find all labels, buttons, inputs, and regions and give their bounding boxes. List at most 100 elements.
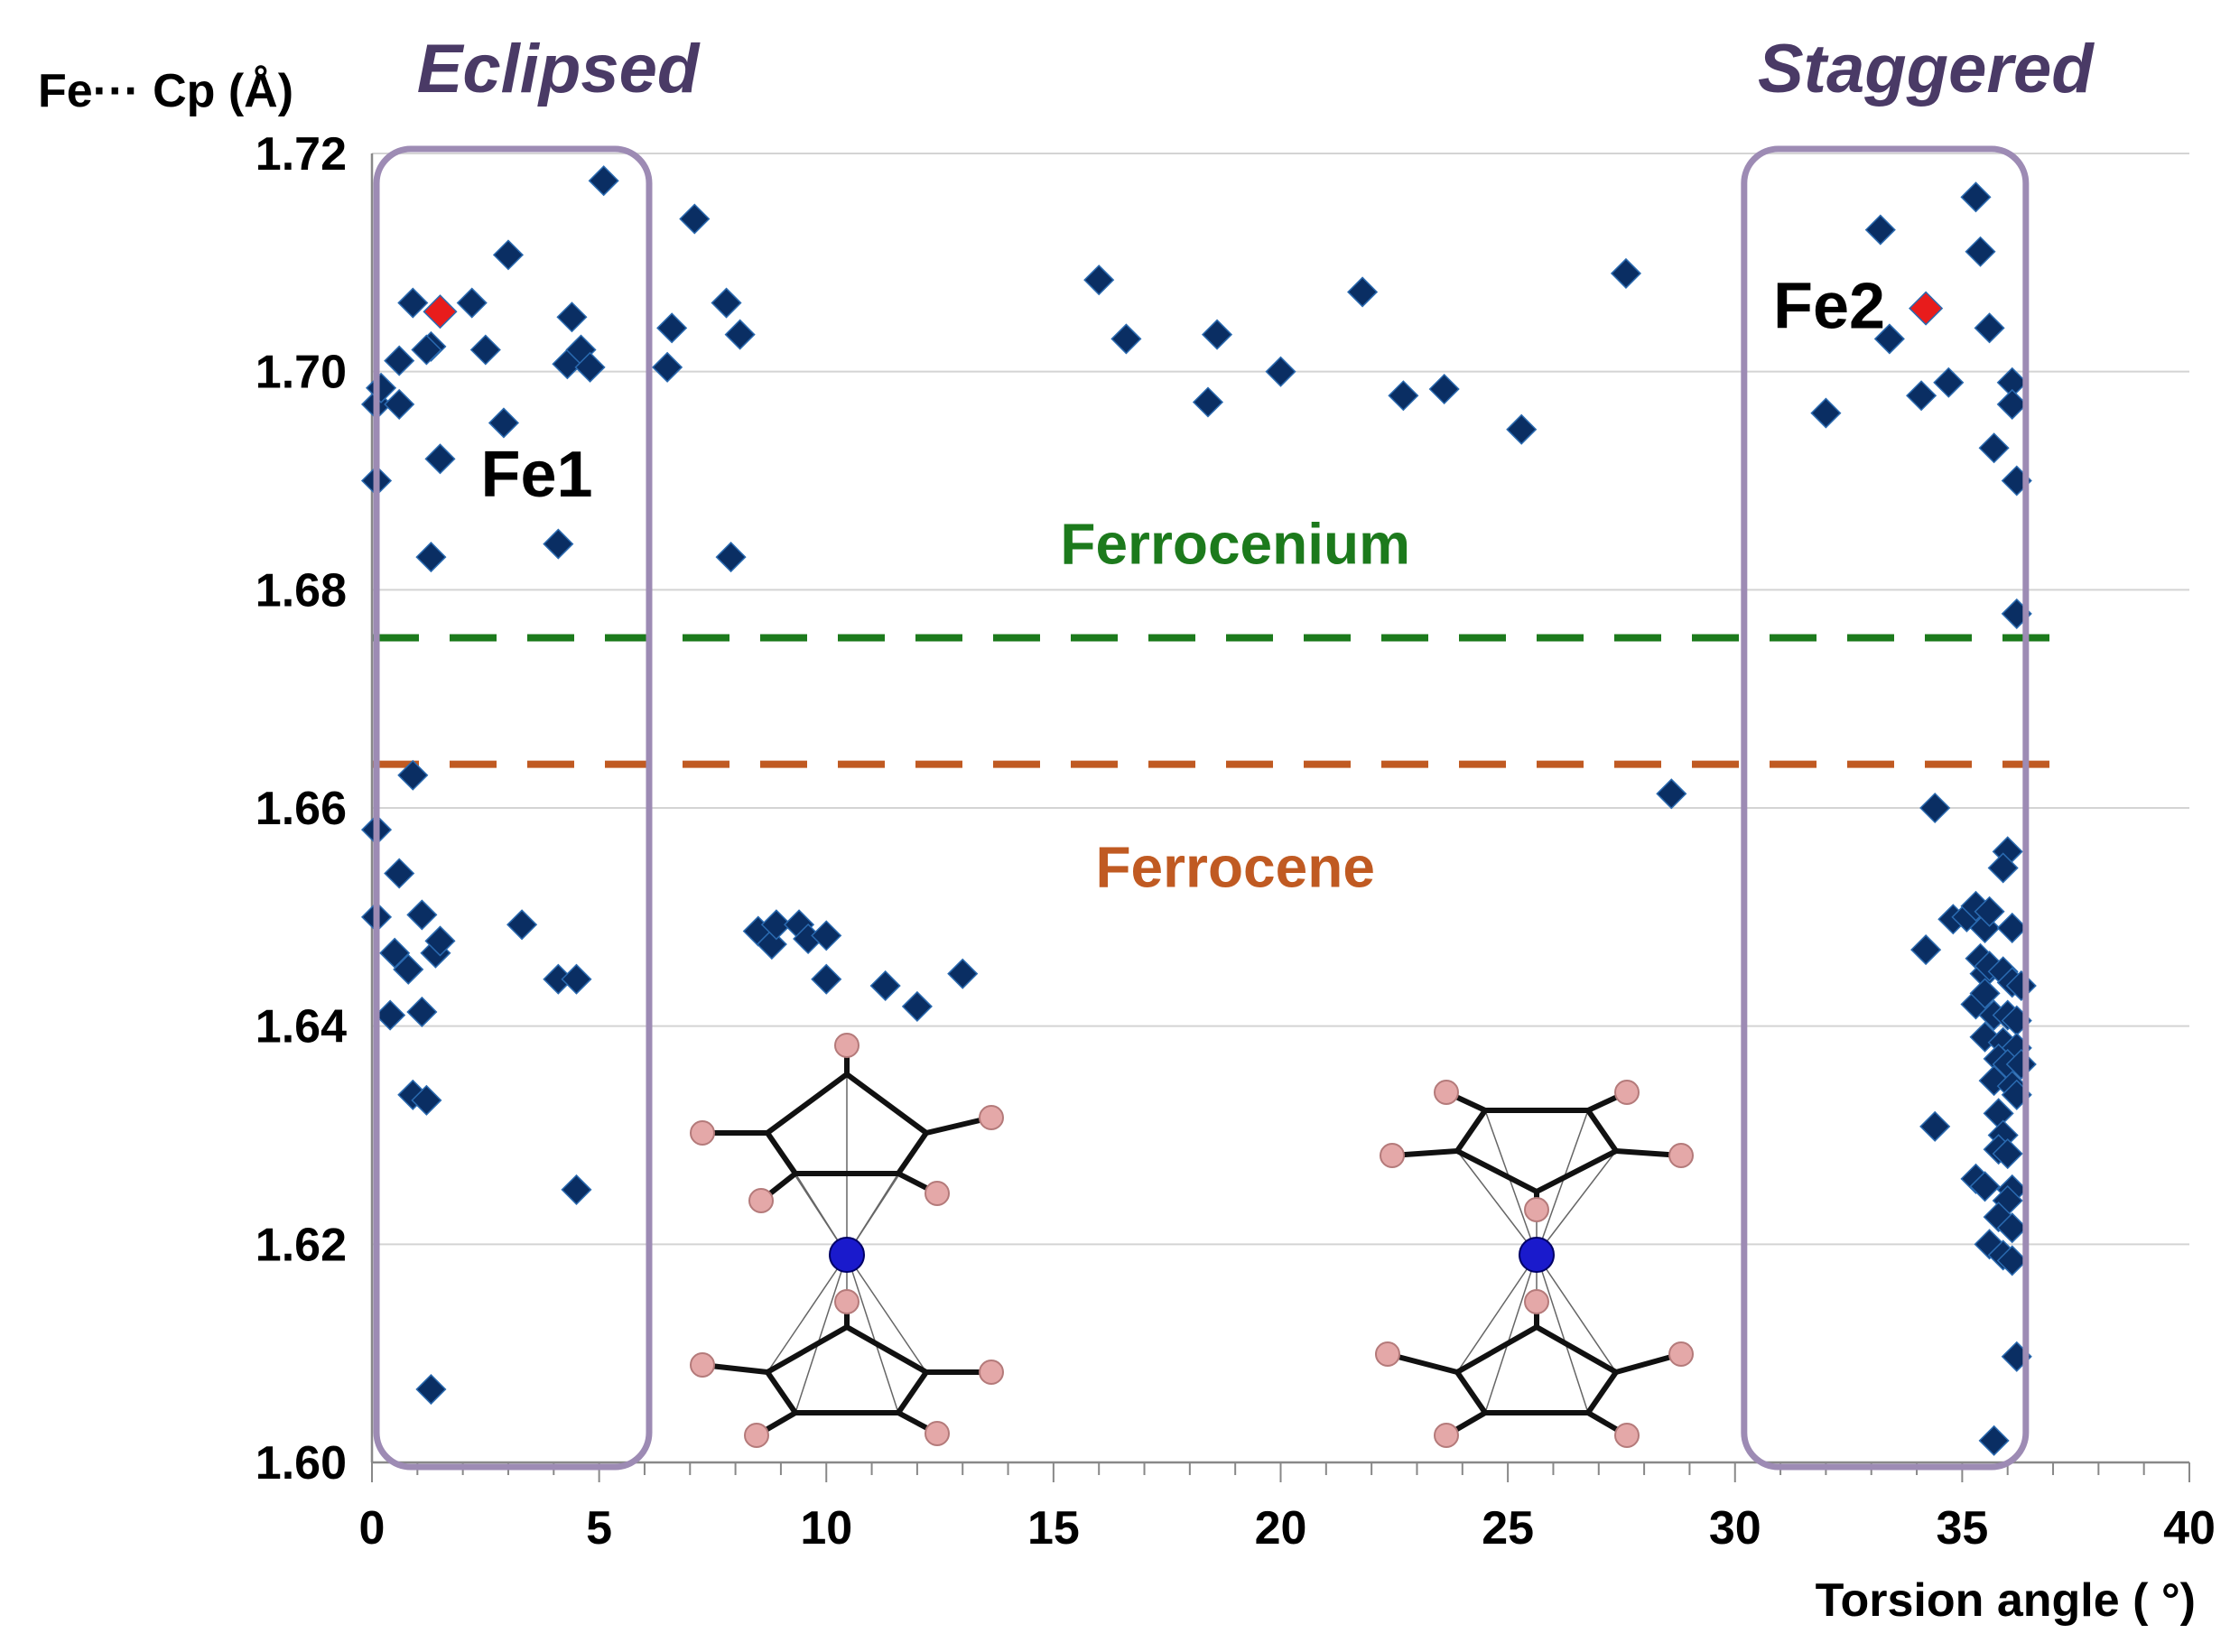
data-point bbox=[574, 351, 606, 383]
x-tick-label: 30 bbox=[1709, 1502, 1761, 1555]
data-point bbox=[1864, 214, 1896, 246]
reference-lines-layer: Ferrocenium Ferrocene bbox=[372, 512, 2072, 900]
data-point bbox=[561, 963, 592, 995]
data-point bbox=[1265, 356, 1296, 387]
data-point bbox=[1919, 1110, 1951, 1142]
x-tick-label: 5 bbox=[586, 1502, 612, 1555]
data-point bbox=[1974, 896, 2005, 927]
data-point bbox=[424, 443, 456, 475]
data-point bbox=[811, 920, 842, 951]
data-point bbox=[1978, 1425, 2010, 1456]
data-point bbox=[406, 996, 438, 1028]
data-point bbox=[406, 899, 438, 931]
data-point bbox=[1083, 265, 1115, 296]
region-box-eclipsed bbox=[373, 145, 653, 1471]
data-point bbox=[1110, 323, 1142, 355]
data-point bbox=[1969, 978, 2001, 1009]
data-point bbox=[588, 165, 619, 197]
x-tick-label: 0 bbox=[359, 1502, 386, 1555]
y-axis-title: Fe··· Cp (Å) bbox=[38, 65, 293, 117]
data-point bbox=[1873, 323, 1905, 355]
data-point bbox=[1978, 432, 2010, 464]
data-point bbox=[869, 970, 901, 1002]
data-point bbox=[724, 319, 756, 350]
y-tick-label: 1.72 bbox=[256, 128, 347, 181]
data-point bbox=[901, 990, 933, 1022]
data-point bbox=[715, 542, 747, 573]
y-tick-label: 1.64 bbox=[256, 1001, 347, 1053]
data-point bbox=[393, 953, 424, 985]
data-point bbox=[469, 334, 501, 366]
data-point bbox=[424, 925, 456, 957]
highlight-label-fe1: Fe1 bbox=[480, 439, 592, 511]
data-point bbox=[1996, 912, 2028, 943]
data-point bbox=[397, 759, 429, 791]
data-point bbox=[1996, 1245, 2028, 1276]
grid-layer bbox=[372, 153, 2189, 1246]
data-point bbox=[415, 1373, 447, 1406]
data-point bbox=[656, 312, 688, 344]
x-tick-label: 10 bbox=[800, 1502, 852, 1555]
data-point bbox=[1960, 181, 1992, 213]
data-point bbox=[456, 287, 488, 319]
data-point bbox=[556, 302, 588, 333]
data-point bbox=[506, 909, 538, 941]
data-point bbox=[1906, 380, 1937, 412]
data-point bbox=[947, 958, 979, 989]
data-point bbox=[415, 542, 447, 573]
x-tick-label: 35 bbox=[1936, 1502, 1988, 1555]
x-tick-label: 20 bbox=[1255, 1502, 1307, 1555]
data-point bbox=[1992, 1137, 2023, 1170]
reference-label-ferrocenium: Ferrocenium bbox=[1060, 512, 1410, 577]
data-point bbox=[711, 287, 742, 319]
data-point bbox=[1996, 1212, 2028, 1244]
data-point bbox=[1610, 257, 1642, 289]
data-point bbox=[1910, 934, 1942, 966]
data-point bbox=[1347, 276, 1379, 308]
highlight-point-fe1 bbox=[423, 294, 458, 329]
data-point bbox=[811, 963, 842, 995]
data-point bbox=[492, 239, 525, 271]
labels-layer: Fe··· Cp (Å) Torsion angle ( °) bbox=[38, 65, 2196, 1627]
y-tick-label: 1.66 bbox=[256, 783, 347, 835]
data-point bbox=[760, 909, 792, 941]
eclipsed-ferrocene-molecule bbox=[690, 1033, 1004, 1448]
data-point bbox=[397, 287, 429, 319]
data-point bbox=[1656, 778, 1687, 810]
regions-layer: Eclipsed Staggered bbox=[373, 31, 2095, 1471]
staggered-ferrocene-molecule bbox=[1375, 1080, 1694, 1448]
data-point bbox=[411, 1084, 442, 1116]
y-tick-label: 1.70 bbox=[256, 347, 347, 399]
data-point bbox=[1987, 852, 2019, 884]
region-box-staggered bbox=[1741, 145, 2030, 1471]
x-axis-title: Torsion angle ( °) bbox=[1816, 1574, 2196, 1627]
data-point bbox=[384, 858, 415, 889]
data-point bbox=[1192, 386, 1224, 418]
data-point bbox=[1983, 1098, 2014, 1129]
y-tick-label: 1.68 bbox=[256, 564, 347, 617]
region-label-eclipsed: Eclipsed bbox=[417, 31, 701, 107]
data-point bbox=[1933, 367, 1965, 398]
data-point bbox=[679, 203, 711, 235]
x-tick-label: 40 bbox=[2163, 1502, 2216, 1555]
data-point bbox=[379, 937, 411, 969]
data-point bbox=[1428, 373, 1460, 405]
data-point bbox=[652, 351, 683, 383]
highlight-point-fe2 bbox=[1909, 291, 1944, 326]
highlight-label-fe2: Fe2 bbox=[1773, 271, 1885, 343]
data-point bbox=[384, 345, 415, 376]
data-point bbox=[543, 528, 574, 560]
y-tick-label: 1.62 bbox=[256, 1219, 347, 1271]
data-point bbox=[561, 1174, 592, 1205]
data-point bbox=[1201, 319, 1233, 350]
y-tick-label: 1.60 bbox=[256, 1437, 347, 1490]
data-point bbox=[1919, 792, 1951, 824]
data-point bbox=[411, 334, 442, 366]
data-point bbox=[1965, 236, 1996, 267]
points-layer: Fe1 Fe2 bbox=[360, 165, 2037, 1456]
data-point bbox=[1388, 380, 1419, 412]
x-tick-label: 15 bbox=[1027, 1502, 1080, 1555]
data-point bbox=[1969, 1171, 2001, 1202]
